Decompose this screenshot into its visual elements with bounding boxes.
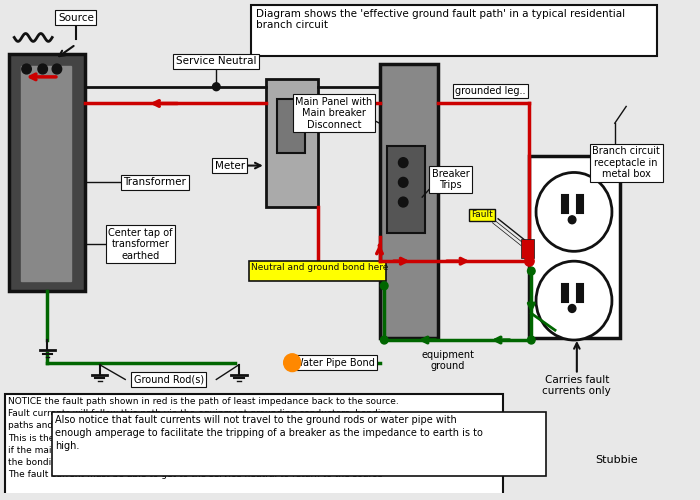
Circle shape bbox=[38, 64, 48, 74]
Circle shape bbox=[380, 282, 388, 290]
Bar bbox=[248, 261, 386, 281]
Circle shape bbox=[568, 216, 576, 224]
Text: Main Panel with
Main breaker
Disconnect: Main Panel with Main breaker Disconnect bbox=[295, 96, 372, 130]
Circle shape bbox=[213, 83, 220, 90]
Circle shape bbox=[380, 336, 388, 344]
Circle shape bbox=[22, 64, 32, 74]
Circle shape bbox=[398, 158, 408, 168]
Circle shape bbox=[525, 256, 534, 266]
Bar bbox=[265, 79, 318, 207]
Text: grounded leg..: grounded leg.. bbox=[456, 86, 526, 96]
Text: Service Neutral: Service Neutral bbox=[176, 56, 257, 66]
Bar bbox=[5, 394, 503, 500]
Text: Carries fault
currents only: Carries fault currents only bbox=[542, 374, 611, 396]
Circle shape bbox=[398, 178, 408, 188]
Bar bbox=[379, 64, 438, 338]
Text: Meter: Meter bbox=[214, 160, 245, 170]
Text: Branch circuit
receptacle in
metal box: Branch circuit receptacle in metal box bbox=[592, 146, 660, 179]
Circle shape bbox=[528, 336, 535, 344]
Text: Diagram shows the 'effective ground fault path' in a typical residential
branch : Diagram shows the 'effective ground faul… bbox=[256, 9, 625, 30]
Circle shape bbox=[52, 64, 62, 74]
Circle shape bbox=[398, 197, 408, 207]
Text: Water Pipe Bond: Water Pipe Bond bbox=[293, 358, 375, 368]
Bar bbox=[561, 195, 568, 213]
Bar bbox=[251, 5, 657, 56]
Text: equipment
ground: equipment ground bbox=[421, 350, 475, 372]
Bar bbox=[561, 284, 568, 302]
Text: Source: Source bbox=[58, 12, 94, 22]
Text: NOTICE the fault path shown in red is the path of least impedance back to the so: NOTICE the fault path shown in red is th… bbox=[8, 397, 415, 479]
Bar bbox=[52, 412, 545, 476]
Text: Neutral and ground bond here: Neutral and ground bond here bbox=[251, 263, 388, 272]
Bar bbox=[21, 66, 71, 281]
Circle shape bbox=[536, 172, 612, 252]
Circle shape bbox=[528, 267, 535, 275]
Bar bbox=[10, 54, 85, 290]
Text: Transformer: Transformer bbox=[123, 178, 186, 188]
Circle shape bbox=[568, 304, 576, 312]
Bar bbox=[577, 195, 584, 213]
Text: Breaker
Trips: Breaker Trips bbox=[432, 168, 470, 190]
Bar bbox=[529, 156, 620, 338]
Bar bbox=[521, 238, 534, 258]
Text: Fault: Fault bbox=[471, 210, 493, 220]
Text: Center tap of
transformer
earthed: Center tap of transformer earthed bbox=[108, 228, 173, 261]
Circle shape bbox=[284, 354, 301, 372]
Text: Stubbie: Stubbie bbox=[596, 456, 638, 466]
Circle shape bbox=[536, 261, 612, 340]
Text: Also notice that fault currents will not travel to the ground rods or water pipe: Also notice that fault currents will not… bbox=[55, 415, 483, 452]
Text: Ground Rod(s): Ground Rod(s) bbox=[134, 374, 204, 384]
Bar bbox=[277, 98, 305, 153]
Bar bbox=[577, 284, 584, 302]
Bar bbox=[387, 146, 425, 233]
